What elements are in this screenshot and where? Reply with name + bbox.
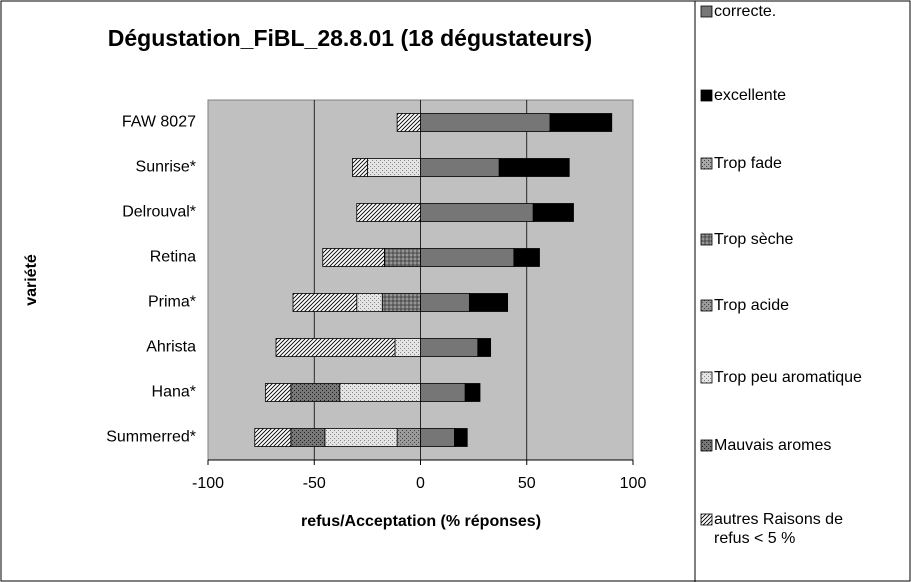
x-tick-label: 0 <box>416 475 425 492</box>
bar-segment <box>356 203 421 222</box>
legend-swatch <box>700 233 713 246</box>
legend-swatch <box>700 371 713 384</box>
legend-label: Trop acide <box>714 297 789 314</box>
x-tick-label: 50 <box>518 475 536 492</box>
bar-segment <box>254 428 292 447</box>
x-tick-label: 100 <box>620 475 647 492</box>
bar-segment <box>513 248 540 267</box>
bar-segment <box>549 113 613 132</box>
y-tick-label: FAW 8027 <box>122 114 196 131</box>
bar-segment <box>464 383 481 402</box>
legend-label: autres Raisons de refus < 5 % <box>714 511 843 547</box>
y-tick-label: Summerred* <box>106 429 196 446</box>
legend-label: Trop peu aromatique <box>714 369 862 386</box>
y-tick-label: Sunrise* <box>136 159 196 176</box>
bar-segment <box>468 293 509 312</box>
bar-segment <box>420 383 466 402</box>
bar-segment <box>366 158 421 177</box>
bar-segment <box>477 338 492 357</box>
y-axis-label: variété <box>23 254 40 306</box>
bar-segment <box>396 113 421 132</box>
legend-label: Trop fade <box>714 155 782 172</box>
legend-label: Trop sèche <box>714 231 794 248</box>
bar-segment <box>275 338 396 357</box>
bar-segment <box>292 293 358 312</box>
bar-segment <box>454 428 468 447</box>
bar-segment <box>420 113 551 132</box>
bar-segment <box>339 383 421 402</box>
bar-segment <box>394 338 421 357</box>
y-tick-label: Ahrista <box>146 339 196 356</box>
legend-swatch <box>700 439 713 452</box>
legend-swatch <box>700 5 713 18</box>
bar-segment <box>396 428 421 447</box>
x-tick-label: -50 <box>303 475 326 492</box>
bar-segment <box>420 158 500 177</box>
x-tick-label: -100 <box>192 475 224 492</box>
legend-swatch <box>700 89 713 102</box>
bar-segment <box>420 203 534 222</box>
x-axis-label: refus/Acceptation (% réponses) <box>301 513 541 530</box>
chart-title: Dégustation_FiBL_28.8.01 (18 dégustateur… <box>108 25 592 51</box>
bar-segment <box>532 203 574 222</box>
legend-label: correcte. <box>714 3 777 20</box>
bar-segment <box>381 293 421 312</box>
legend-swatch <box>700 513 713 526</box>
legend-swatch <box>700 299 713 312</box>
bar-segment <box>420 293 470 312</box>
y-tick-label: Delrouval* <box>122 204 196 221</box>
bar-segment <box>420 428 455 447</box>
legend-label: excellente <box>714 87 787 104</box>
legend-swatch <box>700 157 713 170</box>
y-tick-label: Retina <box>150 249 196 266</box>
legend-label: Mauvais aromes <box>714 437 832 454</box>
bar-segment <box>420 248 515 267</box>
bar-segment <box>264 383 292 402</box>
bar-segment <box>498 158 570 177</box>
y-tick-label: Prima* <box>148 294 196 311</box>
bar-segment <box>352 158 368 177</box>
bar-segment <box>290 383 341 402</box>
bar-segment <box>322 248 385 267</box>
bar-segment <box>356 293 383 312</box>
y-tick-label: Hana* <box>152 384 196 401</box>
bar-segment <box>383 248 421 267</box>
bar-segment <box>324 428 398 447</box>
bar-segment <box>420 338 479 357</box>
bar-segment <box>290 428 326 447</box>
